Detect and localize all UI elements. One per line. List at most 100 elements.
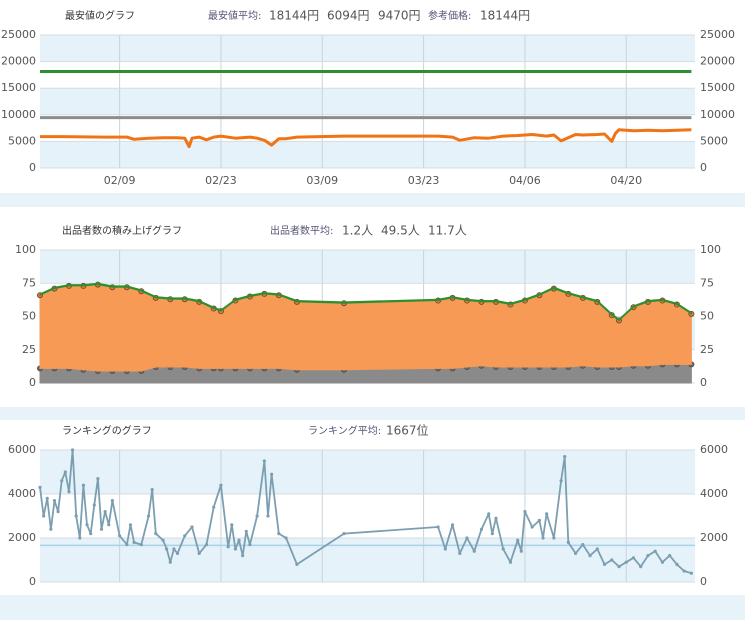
series-point [545,512,549,516]
series-point [107,523,111,527]
series-point [128,523,133,527]
y-tick-label: 15000 [700,81,735,94]
stat-label: ランキング平均: [308,424,381,437]
y-tick-label: 6000 [700,443,728,456]
x-tick-label: 02/23 [205,174,237,187]
y-tick-label: 75 [22,276,36,289]
series-point [284,536,288,540]
x-tick-label: 03/09 [306,174,338,187]
y-tick-label: 25000 [700,28,735,41]
y-tick-label: 0 [700,161,707,174]
series-point [125,543,129,547]
y-tick-label: 25000 [1,28,36,41]
series-point [519,549,523,553]
series-point [165,547,169,551]
series-point [81,483,86,487]
series-point [244,529,248,534]
series-point [89,532,93,536]
y-tick-label: 10000 [1,108,36,121]
y-tick-label: 5000 [8,134,36,147]
series-point [139,543,143,547]
series-point [266,514,270,518]
stat-value: 6094円 [327,9,370,23]
series-point [436,525,440,529]
series-point [631,556,636,560]
y-tick-label: 2000 [700,531,728,544]
series-point [646,554,650,558]
plot-band [40,61,695,89]
y-tick-label: 15000 [1,81,36,94]
series-point [204,543,209,547]
series-point [103,510,107,514]
y-tick-label: 50 [700,310,714,323]
plot-band [40,35,695,62]
x-tick-label: 03/23 [408,174,440,187]
series-point [494,516,498,520]
series-point [96,477,100,481]
series-point [38,485,42,489]
series-point [60,479,64,483]
series-point [675,562,679,567]
series-point [458,551,462,556]
series-point [472,549,476,553]
y-tick-label: 4000 [8,487,36,500]
series-point [501,547,505,551]
series-point [70,448,75,452]
y-tick-label: 0 [29,161,36,174]
series-point [624,560,628,564]
y-tick-label: 25 [22,343,36,356]
x-tick-label: 02/09 [104,174,136,187]
series-point [277,532,281,536]
y-tick-label: 10000 [700,108,735,121]
y-tick-label: 20000 [700,55,735,68]
stat-value: 1667位 [386,423,429,438]
series-point [78,536,82,540]
y-tick-label: 6000 [8,443,36,456]
series-point [450,523,455,527]
series-point [682,569,686,573]
series-point [92,503,96,507]
series-point [172,547,176,551]
y-tick-label: 50 [22,310,36,323]
series-point [617,565,621,569]
stat-label: 最安値平均: [208,9,261,22]
series-point [559,479,563,483]
stat-value: 11.7人 [428,224,467,238]
y-tick-label: 25 [700,343,714,356]
series-point [118,534,122,538]
series-point [175,551,180,556]
series-point [42,514,46,518]
series-point [63,470,67,474]
y-tick-label: 2000 [8,531,36,544]
chart-title: 出品者数の積み上げグラフ [62,224,182,237]
series-point [588,554,592,558]
series-point [161,538,165,542]
series-point [190,525,194,529]
series-point [45,496,49,500]
series-point [183,534,187,538]
series-point [602,562,607,567]
series-point [660,560,665,564]
series-point [653,549,657,553]
series-point [552,536,556,540]
series-point [490,532,494,536]
y-tick-label: 75 [700,276,714,289]
separator [0,193,745,207]
series-point [566,540,570,545]
y-tick-label: 0 [700,376,707,389]
y-tick-label: 100 [15,243,36,256]
y-tick-label: 0 [700,575,707,588]
x-tick-label: 04/06 [509,174,541,187]
series-point [537,518,541,523]
series-point [56,510,60,514]
series-point [237,538,241,542]
series-point [668,554,672,558]
plot-band [40,250,695,284]
series-point [74,514,78,518]
reference-value: 18144円 [480,9,530,23]
series-point [241,554,245,558]
stat-value: 18144円 [269,9,319,23]
series-point [639,565,643,569]
